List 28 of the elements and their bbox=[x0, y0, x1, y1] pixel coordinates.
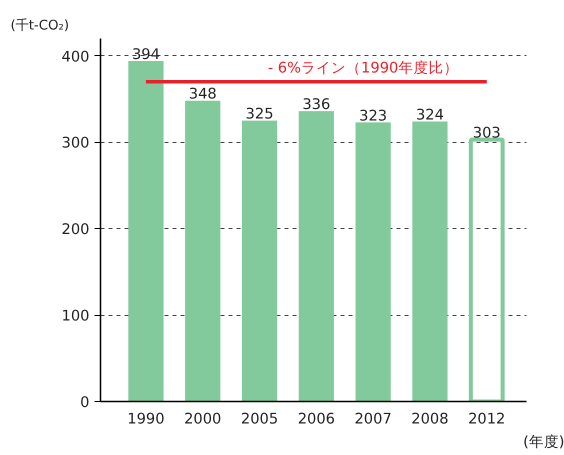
y-tick-label: 300 bbox=[62, 134, 90, 152]
data-label: 325 bbox=[246, 106, 274, 123]
data-label: 336 bbox=[302, 96, 330, 114]
x-tick-label: 2005 bbox=[240, 410, 278, 428]
y-tick-label: 400 bbox=[62, 48, 90, 66]
bar bbox=[356, 122, 391, 402]
x-tick-label: 2008 bbox=[411, 410, 449, 428]
bar bbox=[128, 60, 164, 402]
y-axis-title: (千t-CO₂) bbox=[10, 18, 70, 34]
data-label: 323 bbox=[359, 107, 388, 124]
x-tick-label: 2012 bbox=[468, 410, 506, 428]
bar bbox=[298, 111, 334, 402]
y-tick-label: 100 bbox=[62, 308, 90, 325]
data-label: 348 bbox=[188, 86, 217, 103]
y-tick-label: 200 bbox=[62, 221, 90, 238]
x-tick-label: 2000 bbox=[184, 410, 222, 428]
ref-line-label: - 6%ライン（1990年度比） bbox=[268, 60, 458, 77]
data-label: 324 bbox=[416, 106, 444, 124]
x-tick-label: 2006 bbox=[298, 410, 336, 428]
data-label: 303 bbox=[472, 124, 501, 142]
bar bbox=[412, 121, 448, 402]
x-axis-title: (年度) bbox=[523, 434, 564, 450]
bar bbox=[242, 120, 278, 402]
y-tick-label: 0 bbox=[80, 394, 90, 411]
x-tick-label: 1990 bbox=[127, 410, 165, 428]
x-tick-label: 2007 bbox=[354, 410, 392, 428]
data-label: 394 bbox=[132, 46, 160, 63]
bar bbox=[185, 100, 220, 402]
